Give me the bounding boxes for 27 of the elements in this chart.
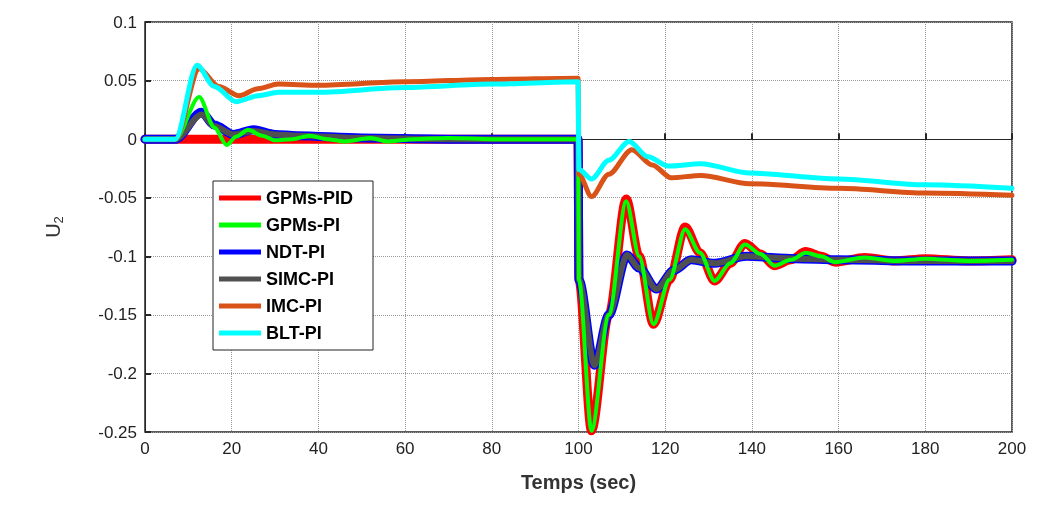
y-tick-label: -0.25 bbox=[98, 422, 137, 442]
x-tick-label: 180 bbox=[911, 439, 940, 458]
y-tick-label: 0.1 bbox=[113, 12, 137, 32]
x-tick-label: 0 bbox=[140, 439, 150, 458]
legend-label: GPMs-PI bbox=[266, 215, 341, 235]
y-tick-label: -0.05 bbox=[98, 188, 137, 208]
x-tick-label: 60 bbox=[395, 439, 415, 458]
x-axis-title: Temps (sec) bbox=[520, 471, 637, 493]
y-tick-label: -0.2 bbox=[107, 363, 137, 383]
y-tick-label: -0.15 bbox=[98, 305, 137, 325]
y-axis-title: U2 bbox=[41, 216, 66, 238]
x-tick-label: 20 bbox=[222, 439, 242, 458]
legend-label: GPMs-PID bbox=[266, 188, 354, 208]
legend-label: SIMC-PI bbox=[266, 269, 335, 289]
y-tick-label: 0 bbox=[127, 129, 137, 149]
legend-label: BLT-PI bbox=[266, 323, 322, 343]
x-tick-label: 80 bbox=[482, 439, 502, 458]
legend-label: NDT-PI bbox=[266, 242, 326, 262]
y-tick-label: 0.05 bbox=[103, 71, 137, 91]
x-tick-label: 40 bbox=[308, 439, 328, 458]
x-tick-label: 200 bbox=[997, 439, 1027, 458]
y-tick-label: -0.1 bbox=[107, 246, 137, 266]
x-tick-label: 160 bbox=[824, 439, 853, 458]
x-tick-label: 100 bbox=[564, 439, 593, 458]
x-tick-label: 120 bbox=[651, 439, 680, 458]
legend-label: IMC-PI bbox=[266, 296, 322, 316]
x-tick-label: 140 bbox=[737, 439, 767, 458]
